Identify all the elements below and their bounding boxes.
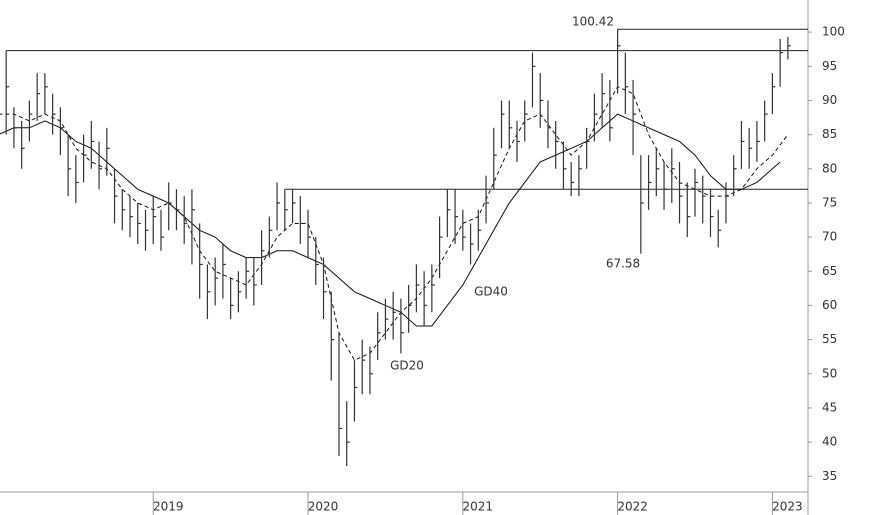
y-tick-label: 45: [822, 400, 837, 414]
ma-label: GD40: [474, 285, 508, 299]
y-tick-label: 55: [822, 332, 837, 346]
y-tick-label: 90: [822, 93, 837, 107]
y-tick-label: 40: [822, 435, 837, 449]
x-tick-label: 2021: [463, 500, 494, 514]
y-tick-label: 65: [822, 264, 837, 278]
y-tick-label: 35: [822, 469, 837, 483]
x-tick-label: 2023: [772, 500, 803, 514]
low-annotation: 67.58: [606, 257, 640, 271]
x-tick-label: 2022: [617, 500, 648, 514]
ma-label: GD20: [390, 359, 424, 373]
x-tick-label: 2019: [153, 500, 184, 514]
high-annotation: 100.42: [572, 15, 614, 29]
y-tick-label: 85: [822, 127, 837, 141]
y-tick-label: 80: [822, 161, 837, 175]
y-tick-label: 95: [822, 59, 837, 73]
x-tick-label: 2020: [308, 500, 339, 514]
y-tick-label: 70: [822, 230, 837, 244]
y-tick-label: 50: [822, 366, 837, 380]
y-tick-label: 100: [822, 25, 845, 39]
y-tick-label: 60: [822, 298, 837, 312]
y-tick-label: 75: [822, 195, 837, 209]
